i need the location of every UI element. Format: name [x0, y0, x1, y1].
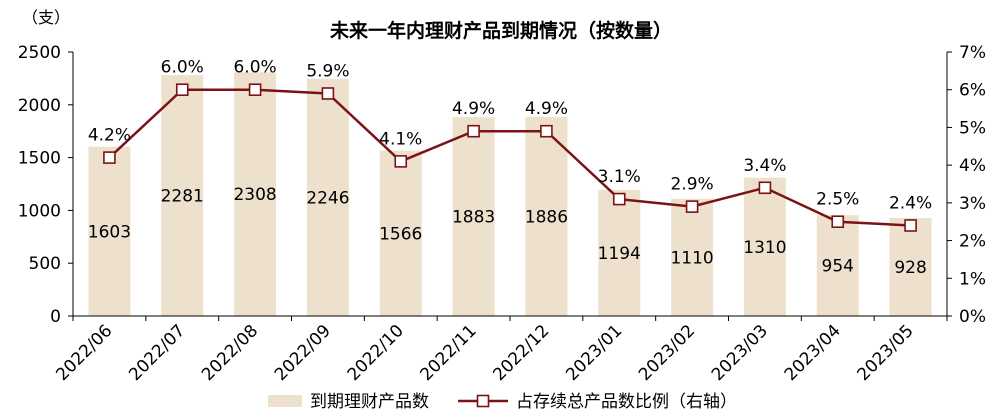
bar: [889, 218, 932, 316]
ratio-marker: [467, 124, 480, 138]
bar: [743, 177, 786, 316]
ratio-value-label: 4.2%: [88, 126, 131, 146]
right-tick-label: 2%: [959, 232, 986, 252]
bar-value-label: 2281: [161, 187, 204, 207]
x-tick-label: 2022/12: [489, 321, 553, 385]
ratio-value-label: 3.1%: [598, 167, 641, 187]
right-tick-label: 0%: [959, 307, 986, 327]
bar-value-label: 1194: [598, 244, 641, 264]
x-tick-label: 2023/01: [562, 321, 626, 385]
x-tick-label: 2023/02: [635, 321, 699, 385]
x-tick-label: 2022/11: [417, 321, 481, 385]
bar: [598, 189, 641, 316]
bar-value-label: 2246: [306, 188, 349, 208]
bar: [88, 146, 131, 316]
x-tick-label: 2022/09: [271, 321, 335, 385]
bar-value-label: 954: [822, 257, 854, 277]
ratio-value-label: 2.9%: [670, 175, 713, 195]
chart-title: 未来一年内理财产品到期情况（按数量）: [329, 19, 672, 42]
right-tick-label: 1%: [959, 269, 986, 289]
bar: [525, 116, 568, 316]
bar: [306, 78, 349, 316]
bar-value-label: 1886: [525, 207, 568, 227]
right-tick-label: 4%: [959, 156, 986, 176]
ratio-marker: [321, 87, 335, 100]
plot-area: 0 500 1000 1500 2000 2500 0% 1% 2% 3% 4% 5% 6% 7% 2022…: [18, 43, 986, 385]
ratio-value-label: 2.5%: [816, 190, 859, 210]
right-tick-label: 3%: [959, 194, 986, 214]
bar-value-label: 928: [894, 258, 926, 278]
x-tick-label: 2022/07: [125, 321, 189, 385]
bar: [161, 75, 204, 316]
left-tick-label: 2500: [18, 43, 61, 63]
x-tick-label: 2023/04: [781, 321, 845, 385]
ratio-marker: [540, 124, 553, 138]
legend-bar-label: 到期理财产品数: [310, 392, 429, 412]
ratio-value-label: 6.0%: [233, 58, 276, 78]
ratio-marker: [103, 151, 116, 164]
bar-value-label: 1883: [452, 208, 495, 228]
left-tick-label: 0: [50, 307, 61, 327]
bar: [234, 72, 277, 316]
ratio-marker: [758, 181, 772, 195]
ratio-marker: [685, 200, 699, 213]
bar: [671, 198, 714, 316]
bar-value-label: 2308: [233, 185, 276, 205]
legend-bar-swatch: [268, 395, 302, 407]
ratio-marker: [248, 83, 262, 97]
x-tick-label: 2023/05: [854, 321, 918, 385]
x-tick-label: 2023/03: [708, 321, 772, 385]
ratio-value-label: 6.0%: [161, 58, 204, 78]
ratio-marker: [175, 83, 189, 97]
legend: 到期理财产品数 占存续总产品数比例（右轴）: [268, 392, 737, 412]
ratio-value-label: 4.1%: [379, 129, 422, 149]
ratio-marker: [904, 219, 917, 232]
left-axis-unit: （支）: [22, 8, 70, 27]
ratio-marker: [612, 192, 626, 206]
x-tick-label: 2022/10: [344, 321, 408, 385]
ratio-value-label: 5.9%: [306, 61, 349, 81]
bar-value-label: 1310: [743, 238, 786, 258]
ratio-value-label: 4.9%: [452, 99, 495, 119]
legend-line-label: 占存续总产品数比例（右轴）: [516, 392, 737, 412]
bar: [452, 117, 495, 316]
ratio-value-label: 4.9%: [525, 99, 568, 119]
ratio-value-label: 3.4%: [743, 156, 786, 176]
legend-line-marker: [476, 394, 490, 408]
bar: [379, 150, 422, 316]
x-tick-label: 2022/06: [52, 321, 116, 385]
ratio-line: [108, 88, 911, 227]
ratio-marker: [831, 215, 845, 229]
right-tick-label: 7%: [959, 43, 986, 63]
bar-value-label: 1566: [379, 224, 422, 244]
ratio-marker: [394, 155, 408, 168]
x-tick-label: 2022/08: [198, 321, 262, 385]
left-tick-label: 2000: [18, 96, 61, 116]
bar-value-label: 1110: [670, 248, 713, 268]
left-tick-label: 1500: [18, 149, 61, 169]
bar: [816, 215, 859, 316]
bar-value-label: 1603: [88, 222, 131, 242]
ratio-value-label: 2.4%: [889, 193, 932, 213]
right-tick-label: 5%: [959, 118, 986, 138]
left-tick-label: 1000: [18, 201, 61, 221]
left-tick-label: 500: [29, 254, 61, 274]
right-tick-label: 6%: [959, 81, 986, 101]
